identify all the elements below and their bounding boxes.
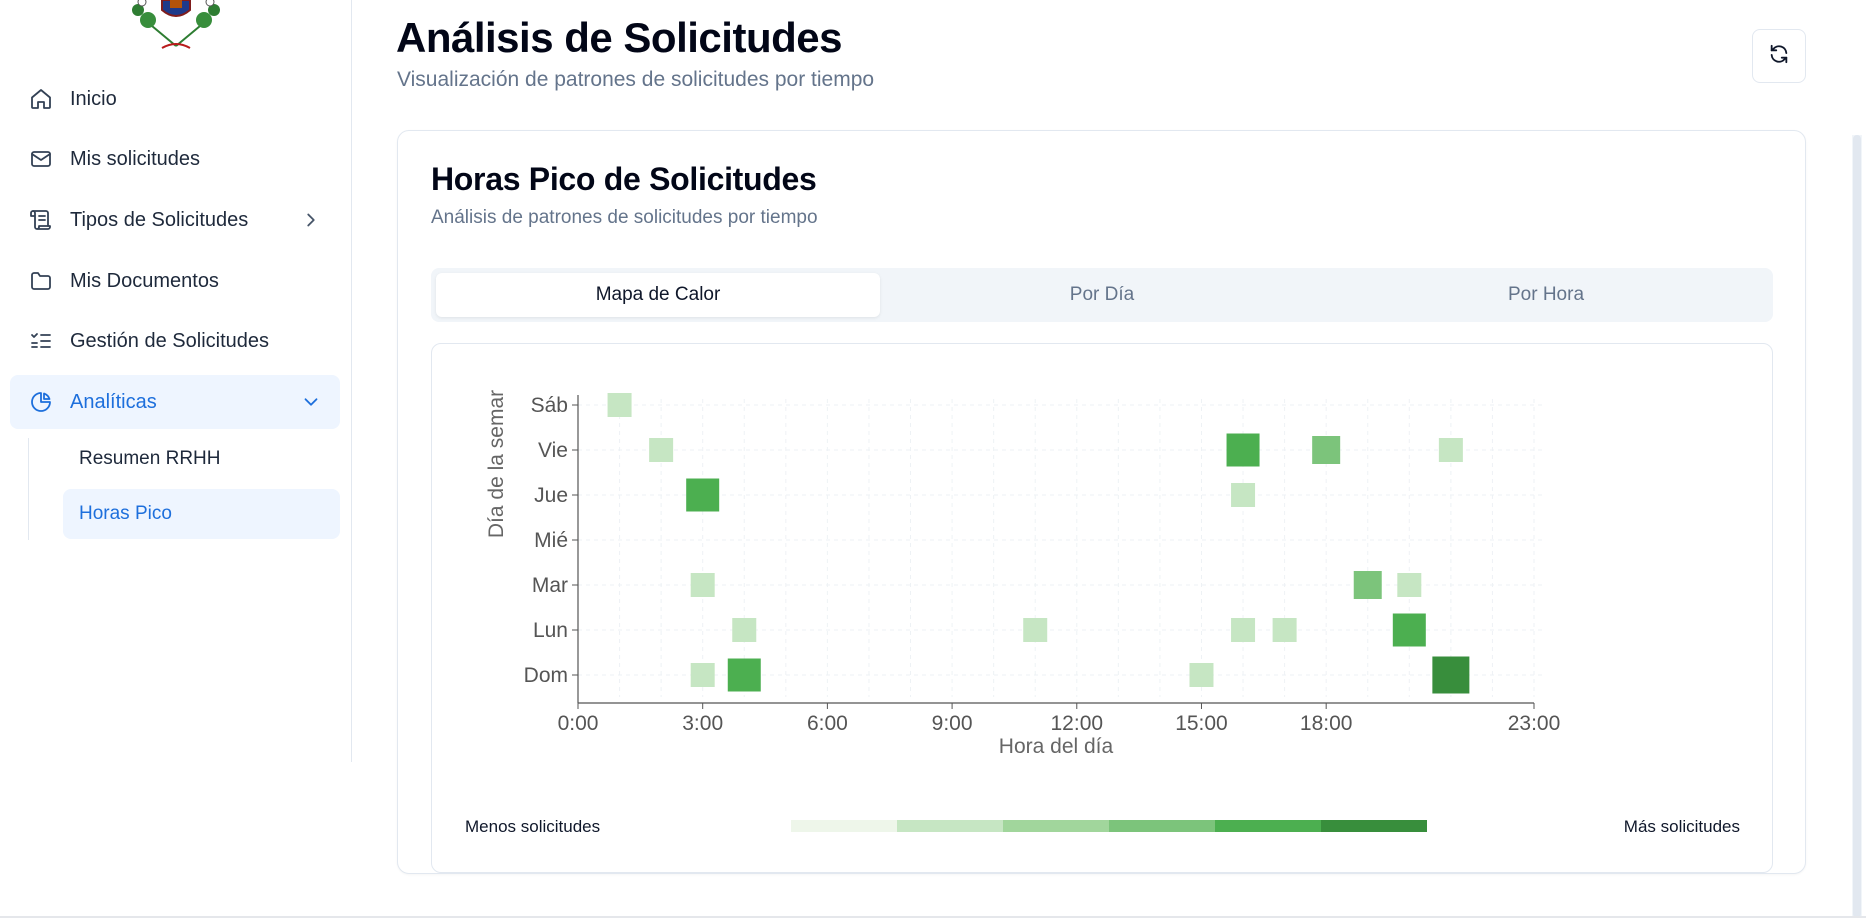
x-tick-label: 18:00 [1300,712,1353,735]
home-icon [28,86,54,112]
sidebar-subitem-resumen-rrhh[interactable]: Resumen RRHH [79,448,221,469]
tab-mapa-de-calor[interactable]: Mapa de Calor [436,273,880,317]
y-tick-label: Lun [533,619,568,642]
sidebar-item-tipos-de-solicitudes[interactable]: Tipos de Solicitudes [10,193,340,247]
heatmap-cell [1272,618,1297,642]
heatmap-cell [1432,656,1470,694]
legend-less-label: Menos solicitudes [465,817,601,836]
x-tick-label: 12:00 [1051,712,1104,735]
card-title: Horas Pico de Solicitudes [431,161,817,197]
scrollbar-thumb[interactable] [1853,135,1861,918]
sidebar-item-mis-solicitudes[interactable]: Mis solicitudes [10,132,340,186]
heatmap-chart: Dom Lun Mar Mié Jue Vie Sáb 0:00 3:00 6:00 9:00 12:… [485,390,1561,758]
x-tick-label: 9:00 [932,712,973,735]
tab-por-hora[interactable]: Por Hora [1507,284,1585,305]
heatmap-cell [649,438,674,462]
legend-swatch-3 [1109,820,1215,832]
sidebar-subitem-horas-pico[interactable]: Horas Pico [63,489,340,539]
x-tick-label: 6:00 [807,712,848,735]
legend-swatch-4 [1215,820,1321,832]
pie-chart-icon [28,389,54,415]
heatmap-cell [727,658,761,692]
sidebar-item-label: Inicio [70,87,117,110]
sidebar-item-label: Mis Documentos [70,269,219,292]
x-tick-label: 0:00 [558,712,599,735]
scroll-icon [28,207,54,233]
card-subtitle: Análisis de patrones de solicitudes por … [431,207,818,228]
sidebar-item-gestion-de-solicitudes[interactable]: Gestión de Solicitudes [10,314,340,368]
organization-logo [118,0,234,52]
y-tick-label: Dom [524,664,568,687]
x-tick-label: 3:00 [682,712,723,735]
y-tick-label: Mié [534,529,568,552]
chevron-down-icon [300,391,322,413]
tab-por-dia[interactable]: Por Día [1069,284,1135,305]
heatmap-cell [1312,436,1341,464]
window-bottom-edge [0,916,1866,918]
heatmap-cell [1023,618,1048,642]
heatmap-cell [607,393,632,417]
view-tabs: Mapa de Calor Por Día Por Hora [431,268,1773,322]
sidebar: Inicio Mis solicitudes Tipos de Solicitu… [0,0,352,762]
sidebar-item-analiticas[interactable]: Analíticas [10,375,340,429]
legend-color-scale [791,820,1427,832]
legend-swatch-0 [791,820,897,832]
sidebar-item-inicio[interactable]: Inicio [10,72,340,126]
heatmap-cell [1231,618,1256,642]
x-axis-label: Hora del día [999,735,1114,758]
x-tick-label: 15:00 [1175,712,1228,735]
sidebar-item-mis-documentos[interactable]: Mis Documentos [10,254,340,308]
list-checks-icon [28,328,54,354]
chevron-right-icon [300,209,322,231]
heatmap-cell [1392,613,1426,647]
heatmap-cell [1226,433,1260,467]
heatmap-cell [1438,438,1463,462]
heatmap-cell [690,573,715,597]
y-tick-label: Mar [532,574,568,597]
heatmap-panel: Dom Lun Mar Mié Jue Vie Sáb 0:00 3:00 6:00 9:00 12:… [431,343,1773,873]
x-tick-label: 23:00 [1508,712,1561,735]
y-tick-label: Jue [534,484,568,507]
heatmap-cell [1189,663,1214,687]
y-axis-label: Día de la semar [485,390,508,538]
page-subtitle: Visualización de patrones de solicitudes… [397,68,875,91]
folder-icon [28,268,54,294]
page-title: Análisis de Solicitudes [396,14,842,61]
legend-swatch-2 [1003,820,1109,832]
sidebar-item-label: Mis solicitudes [70,147,201,170]
mail-icon [28,146,54,172]
heatmap-cell [1231,483,1256,507]
heatmap-cell [732,618,757,642]
refresh-icon [1768,43,1790,70]
sidebar-item-label: Gestión de Solicitudes [70,329,270,352]
heatmap-cell [686,478,720,512]
heatmap-cell [1397,573,1422,597]
subnav-divider [28,438,29,540]
legend-swatch-5 [1321,820,1427,832]
sidebar-item-label: Analíticas [70,390,157,413]
legend-swatch-1 [897,820,1003,832]
peak-hours-card: Horas Pico de Solicitudes Análisis de pa… [397,130,1806,874]
y-tick-label: Sáb [531,394,568,417]
legend-more-label: Más solicitudes [1623,817,1740,836]
y-tick-label: Vie [538,439,568,462]
refresh-button[interactable] [1752,29,1806,83]
heatmap-cell [1353,571,1382,599]
sidebar-item-label: Tipos de Solicitudes [70,208,249,231]
heatmap-cell [690,663,715,687]
page-scrollbar[interactable] [1852,135,1862,918]
